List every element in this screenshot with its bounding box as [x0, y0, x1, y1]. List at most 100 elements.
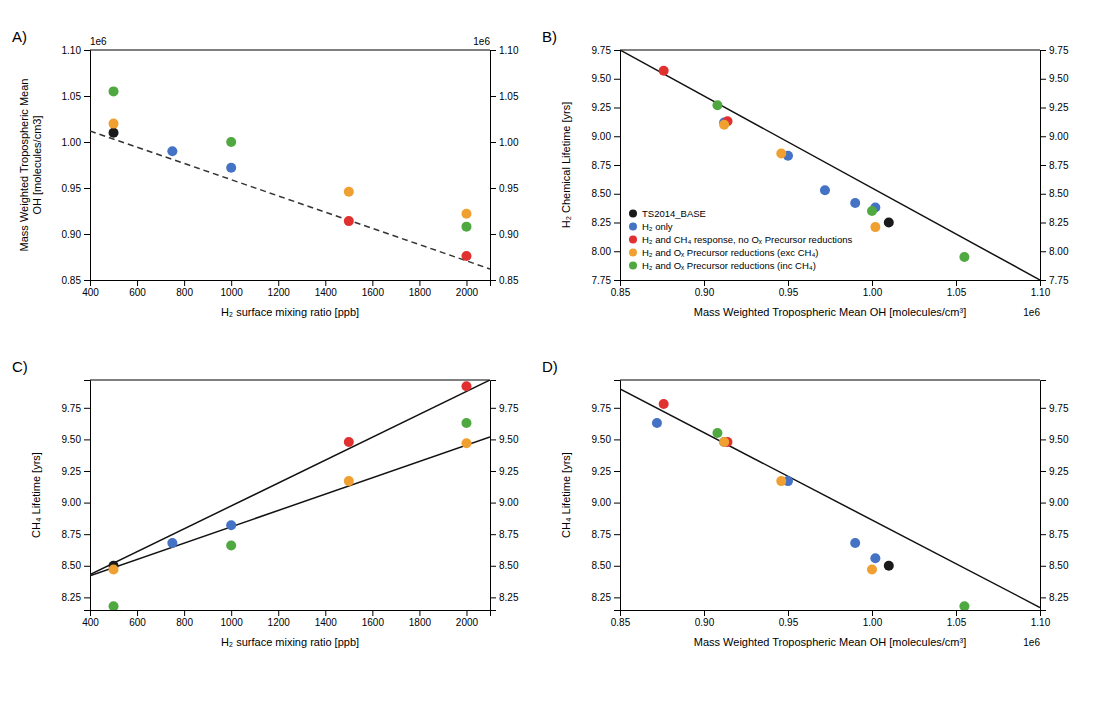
y-axis-label-line: CH₄ Lifetime [yrs] — [30, 452, 42, 538]
point — [959, 252, 969, 262]
y2-tick-label: 8.75 — [1049, 529, 1069, 540]
y-axis-label: CH₄ Lifetime [yrs] — [30, 452, 42, 538]
y2-tick: 8.75 — [490, 529, 519, 540]
y-tick-mark — [614, 471, 620, 472]
y-axis: 8.258.508.759.009.259.509.75 — [62, 381, 91, 611]
y2-tick: 7.75 — [1040, 275, 1069, 286]
x-tick-label: 800 — [176, 617, 193, 628]
y-tick-label: 8.50 — [592, 188, 612, 199]
legend-marker — [629, 210, 637, 218]
panel: 0.850.900.951.001.051.107.758.008.258.50… — [542, 28, 1069, 318]
x-tick-label: 1000 — [221, 617, 244, 628]
x-tick: 1.00 — [863, 280, 883, 298]
y-tick-label: 9.75 — [592, 45, 612, 56]
x-tick: 1800 — [409, 610, 432, 628]
x-tick: 1000 — [221, 280, 244, 298]
y-tick-label: 9.00 — [62, 497, 82, 508]
x-tick-mark — [325, 280, 326, 286]
point — [109, 565, 119, 575]
point — [870, 553, 880, 563]
x-tick: 600 — [129, 280, 146, 298]
y2-tick-mark — [1040, 50, 1046, 51]
x-tick-label: 0.95 — [779, 617, 799, 628]
plot-area — [90, 86, 490, 269]
x-tick-mark — [184, 610, 185, 616]
y-tick: 9.00 — [592, 497, 620, 508]
y2-tick-label: 8.75 — [1049, 160, 1069, 171]
y-tick: 9.75 — [592, 403, 620, 414]
y2-tick: 9.25 — [1040, 102, 1069, 113]
trend-line — [90, 131, 490, 269]
panel-title: A) — [12, 28, 27, 45]
x-tick: 0.90 — [695, 280, 715, 298]
x-tick-mark — [372, 610, 373, 616]
point — [870, 222, 880, 232]
y2-tick: 8.50 — [1040, 188, 1069, 199]
y2-tick-mark — [1040, 439, 1046, 440]
x-tick: 1000 — [221, 610, 244, 628]
y-tick-mark — [84, 439, 90, 440]
y2-tick-label: 8.50 — [499, 560, 519, 571]
y-tick: 9.50 — [592, 434, 620, 445]
y2-axis-line — [491, 51, 497, 281]
x-tick-mark — [956, 610, 957, 616]
y-axis-label: CH₄ Lifetime [yrs] — [560, 452, 572, 538]
y-tick-label: 1.10 — [62, 45, 82, 56]
y2-tick: 9.50 — [1040, 73, 1069, 84]
y2-tick-label: 9.50 — [1049, 434, 1069, 445]
y-tick: 8.75 — [592, 160, 620, 171]
point — [719, 437, 729, 447]
x-tick-mark — [788, 280, 789, 286]
y-tick-label: 0.95 — [62, 183, 82, 194]
plot-area — [620, 50, 1040, 280]
point — [719, 437, 729, 447]
y2-tick-mark — [1040, 79, 1046, 80]
y2-tick-label: 0.85 — [499, 275, 519, 286]
y2-tick-label: 9.50 — [1049, 73, 1069, 84]
y2-tick-label: 8.75 — [499, 529, 519, 540]
x-tick: 1400 — [315, 280, 338, 298]
y-axis: 7.758.008.258.508.759.009.259.509.75 — [592, 45, 621, 286]
x-tick-label: 1200 — [268, 617, 291, 628]
y2-tick-label: 9.00 — [1049, 497, 1069, 508]
x-tick-label: 2000 — [456, 617, 479, 628]
y2-tick-label: 9.00 — [1049, 131, 1069, 142]
x-axis-label: H₂ surface mixing ratio [ppb] — [221, 306, 359, 318]
point — [461, 209, 471, 219]
y2-tick-mark — [490, 234, 496, 235]
y2-tick-label: 9.25 — [499, 466, 519, 477]
x-tick-label: 1.05 — [947, 287, 967, 298]
x-tick: 1200 — [268, 610, 291, 628]
x-axis-line — [91, 611, 491, 617]
x-tick: 400 — [82, 280, 99, 298]
y2-axis: 0.850.900.951.001.051.10 — [490, 45, 519, 286]
y2-tick: 9.75 — [1040, 403, 1069, 414]
panel-title: B) — [542, 28, 557, 45]
y-tick-mark — [84, 96, 90, 97]
x-tick: 2000 — [456, 610, 479, 628]
y-tick: 8.25 — [62, 592, 90, 603]
point — [712, 100, 722, 110]
y2-tick: 8.75 — [1040, 529, 1069, 540]
x-tick-mark — [231, 280, 232, 286]
annotation: 1e6 — [90, 36, 107, 47]
y2-tick-mark — [490, 503, 496, 504]
y-tick: 7.75 — [592, 275, 620, 286]
y2-tick: 9.75 — [490, 403, 519, 414]
legend-marker — [629, 249, 637, 257]
y-tick: 9.50 — [62, 434, 90, 445]
y-tick: 9.25 — [592, 102, 620, 113]
y-tick-mark — [614, 534, 620, 535]
legend-label: H₂ and CH₄ response, no Oₓ Precursor red… — [642, 234, 853, 245]
y-tick: 8.25 — [592, 592, 620, 603]
y-axis: 0.850.900.951.001.051.10 — [62, 45, 91, 286]
x-tick: 1.10 — [1031, 610, 1051, 628]
y2-tick-label: 9.75 — [1049, 45, 1069, 56]
x-axis: 0.850.900.951.001.051.10 — [611, 280, 1051, 298]
point — [167, 146, 177, 156]
x-tick-mark — [872, 280, 873, 286]
y-tick: 0.95 — [62, 183, 90, 194]
y-axis-label-line: OH [molecules/cm3] — [31, 115, 43, 214]
y2-tick: 9.00 — [1040, 497, 1069, 508]
x-tick: 1200 — [268, 280, 291, 298]
